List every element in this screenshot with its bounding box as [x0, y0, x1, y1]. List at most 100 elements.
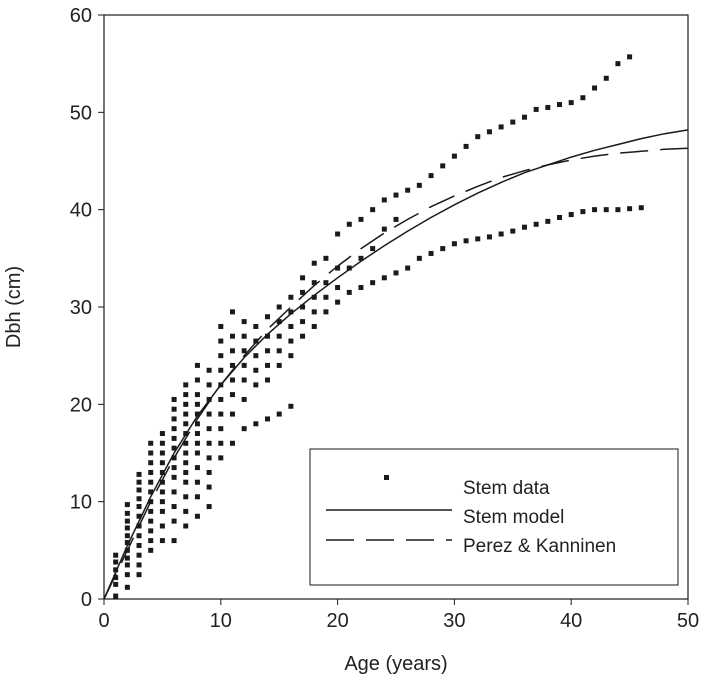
stem-data-point: [346, 221, 352, 227]
stem-data-point: [265, 362, 271, 368]
stem-data-point: [428, 173, 434, 179]
stem-data-point: [194, 450, 200, 456]
stem-data-point: [300, 289, 306, 295]
stem-data-point: [194, 494, 200, 500]
y-axis-title: Dbh (cm): [3, 266, 25, 348]
stem-data-point: [346, 289, 352, 295]
stem-data-point: [557, 102, 563, 108]
stem-data-point: [159, 508, 165, 514]
stem-data-point: [265, 333, 271, 339]
stem-data-point: [603, 75, 609, 81]
stem-data-point: [124, 533, 130, 539]
stem-data-point: [463, 143, 469, 149]
stem-data-point: [183, 523, 189, 529]
stem-data-point: [638, 205, 644, 211]
stem-data-point: [276, 304, 282, 310]
stem-data-point: [335, 299, 341, 305]
stem-data-point: [276, 333, 282, 339]
y-tick-label: 40: [70, 200, 92, 222]
stem-data-point: [311, 323, 317, 329]
stem-data-point: [498, 124, 504, 130]
stem-data-point: [276, 348, 282, 354]
stem-data-point: [486, 234, 492, 240]
stem-data-point: [113, 559, 119, 565]
stem-data-point: [311, 260, 317, 266]
stem-data-point: [568, 100, 574, 106]
stem-data-point: [171, 518, 177, 524]
stem-data-point: [463, 238, 469, 244]
stem-data-point: [545, 218, 551, 224]
y-tick-label: 10: [70, 492, 92, 514]
stem-data-point: [159, 460, 165, 466]
stem-data-point: [183, 508, 189, 514]
stem-data-point: [194, 440, 200, 446]
stem-data-point: [136, 572, 142, 578]
stem-data-point: [416, 255, 422, 261]
stem-data-point: [381, 275, 387, 281]
stem-data-point: [381, 226, 387, 232]
legend-marker-stem-data: [384, 475, 389, 480]
stem-data-point: [148, 460, 154, 466]
stem-data-point: [171, 455, 177, 461]
stem-data-point: [265, 416, 271, 422]
stem-data-point: [370, 246, 376, 252]
stem-data-point: [300, 333, 306, 339]
stem-data-point: [253, 367, 259, 373]
stem-data-point: [136, 496, 142, 502]
stem-data-point: [323, 255, 329, 261]
stem-data-point: [159, 538, 165, 544]
stem-data-point: [381, 197, 387, 203]
stem-data-point: [370, 207, 376, 213]
stem-data-point: [183, 450, 189, 456]
stem-data-point: [171, 504, 177, 510]
stem-data-point: [358, 285, 364, 291]
stem-data-point: [265, 348, 271, 354]
stem-data-point: [136, 471, 142, 477]
stem-data-point: [241, 396, 247, 402]
stem-data-point: [241, 362, 247, 368]
stem-data-point: [136, 542, 142, 548]
stem-data-point: [183, 401, 189, 407]
stem-data-point: [124, 502, 130, 508]
stem-data-point: [253, 421, 259, 427]
stem-data-point: [475, 134, 481, 140]
stem-data-point: [171, 489, 177, 495]
stem-data-point: [323, 280, 329, 286]
stem-data-point: [335, 265, 341, 271]
stem-data-point: [265, 377, 271, 383]
stem-data-point: [229, 309, 235, 315]
stem-data-point: [229, 333, 235, 339]
stem-data-point: [346, 265, 352, 271]
y-tick-label: 50: [70, 102, 92, 124]
stem-data-point: [218, 367, 224, 373]
stem-data-point: [288, 294, 294, 300]
stem-data-point: [323, 294, 329, 300]
stem-data-point: [498, 231, 504, 237]
stem-data-point: [159, 489, 165, 495]
stem-data-point: [300, 304, 306, 310]
legend-label-stem-model: Stem model: [463, 507, 564, 528]
stem-data-point: [253, 323, 259, 329]
stem-data-point: [440, 246, 446, 252]
stem-model-line: [103, 129, 689, 600]
stem-data-point: [194, 479, 200, 485]
stem-data-point: [218, 440, 224, 446]
perez-kanninen-line: [103, 147, 689, 600]
stem-data-point: [276, 319, 282, 325]
stem-data-point: [113, 593, 119, 599]
stem-data-point: [218, 411, 224, 417]
stem-data-point: [393, 270, 399, 276]
stem-data-point: [510, 119, 516, 125]
stem-data-point: [241, 319, 247, 325]
stem-data-point: [194, 411, 200, 417]
stem-data-point: [229, 348, 235, 354]
stem-data-point: [335, 285, 341, 291]
stem-data-point: [194, 392, 200, 398]
legend-label-perez-kanninen: Perez & Kanninen: [463, 536, 616, 557]
x-tick-label: 30: [443, 610, 465, 632]
stem-data-point: [148, 479, 154, 485]
stem-data-point: [136, 533, 142, 539]
stem-data-point: [194, 465, 200, 471]
stem-data-point: [533, 221, 539, 227]
stem-data-point: [171, 474, 177, 480]
